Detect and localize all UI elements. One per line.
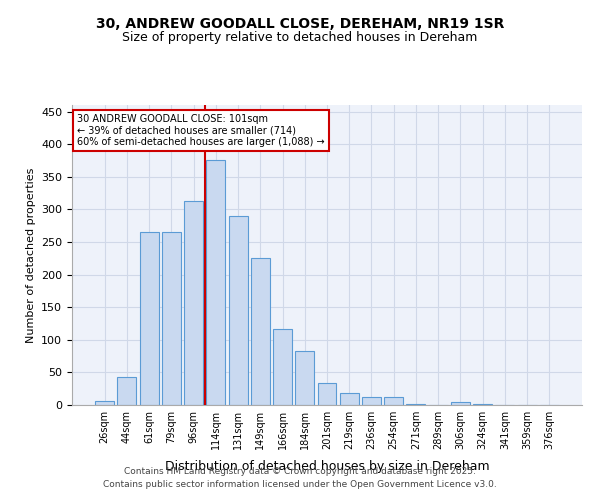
Bar bbox=[295, 351, 314, 405]
Text: Contains public sector information licensed under the Open Government Licence v3: Contains public sector information licen… bbox=[103, 480, 497, 489]
Bar bbox=[95, 401, 114, 405]
Bar bbox=[184, 201, 203, 405]
Bar bbox=[229, 216, 248, 405]
Bar bbox=[317, 384, 337, 405]
Bar bbox=[473, 404, 492, 405]
Bar bbox=[406, 404, 425, 405]
Bar bbox=[340, 394, 359, 405]
X-axis label: Distribution of detached houses by size in Dereham: Distribution of detached houses by size … bbox=[164, 460, 490, 473]
Bar bbox=[384, 397, 403, 405]
Bar bbox=[451, 402, 470, 405]
Y-axis label: Number of detached properties: Number of detached properties bbox=[26, 168, 35, 342]
Bar bbox=[273, 330, 292, 405]
Bar bbox=[140, 232, 158, 405]
Text: Contains HM Land Registry data © Crown copyright and database right 2025.: Contains HM Land Registry data © Crown c… bbox=[124, 467, 476, 476]
Text: 30, ANDREW GOODALL CLOSE, DEREHAM, NR19 1SR: 30, ANDREW GOODALL CLOSE, DEREHAM, NR19 … bbox=[96, 18, 504, 32]
Bar bbox=[251, 258, 270, 405]
Text: 30 ANDREW GOODALL CLOSE: 101sqm
← 39% of detached houses are smaller (714)
60% o: 30 ANDREW GOODALL CLOSE: 101sqm ← 39% of… bbox=[77, 114, 325, 147]
Bar bbox=[362, 396, 381, 405]
Bar bbox=[162, 232, 181, 405]
Bar bbox=[118, 377, 136, 405]
Bar bbox=[206, 160, 225, 405]
Text: Size of property relative to detached houses in Dereham: Size of property relative to detached ho… bbox=[122, 31, 478, 44]
